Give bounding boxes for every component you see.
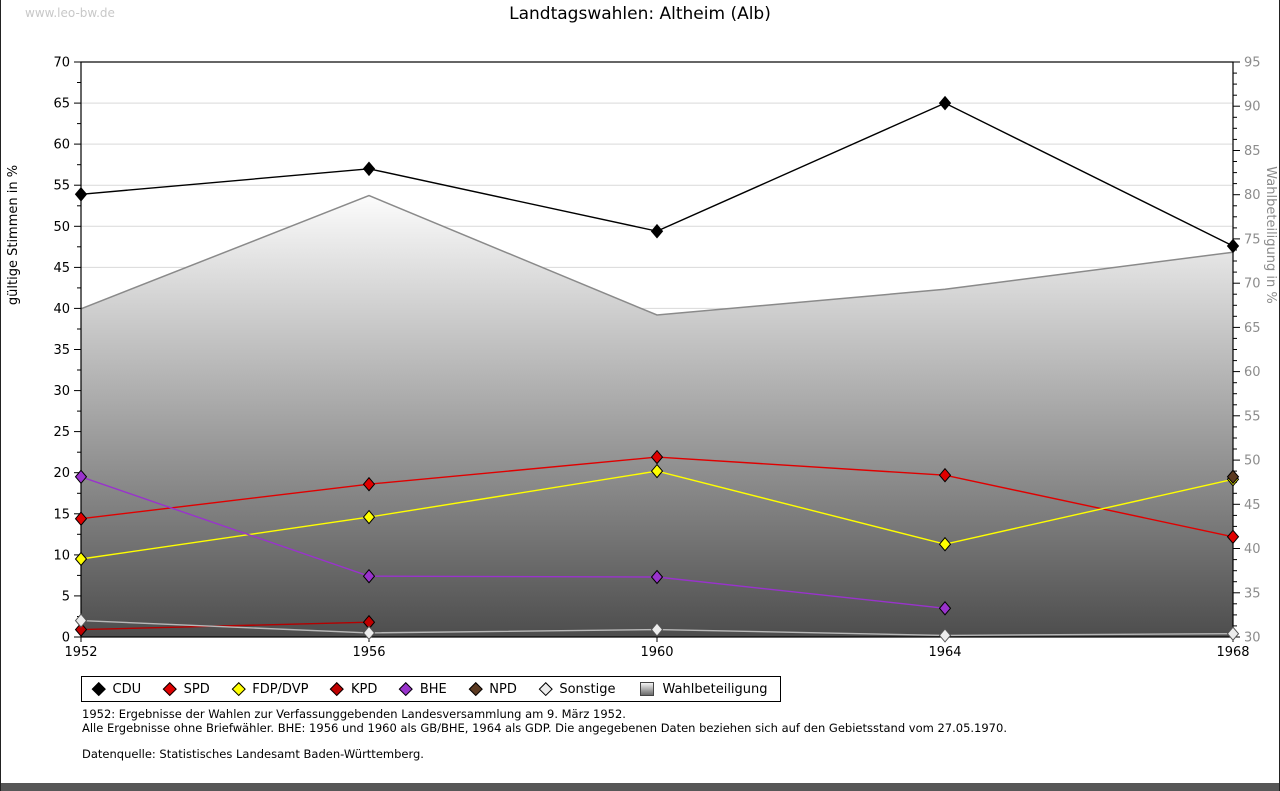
- series-spd: [74, 449, 1240, 545]
- legend-label: Wahlbeteiligung: [662, 681, 768, 697]
- svg-text:90: 90: [1244, 100, 1261, 115]
- legend-label: KPD: [350, 681, 378, 697]
- svg-text:1956: 1956: [352, 645, 385, 660]
- svg-text:45: 45: [53, 261, 70, 276]
- svg-text:20: 20: [53, 466, 70, 481]
- footnote-source: Datenquelle: Statistisches Landesamt Bad…: [82, 747, 424, 761]
- svg-text:10: 10: [53, 548, 70, 563]
- series-cdu: [74, 95, 1240, 254]
- svg-text:Wahlbeteiligung in %: Wahlbeteiligung in %: [1263, 166, 1278, 303]
- svg-text:70: 70: [1244, 277, 1261, 292]
- legend-item-bhe: BHE: [399, 681, 447, 697]
- series-fdp-dvp: [74, 463, 1240, 567]
- svg-text:35: 35: [53, 343, 70, 358]
- series-area-wahlbeteiligung: [80, 194, 1234, 637]
- chart-footnotes: 1952: Ergebnisse der Wahlen zur Verfassu…: [82, 707, 1007, 762]
- footnote-line-1: 1952: Ergebnisse der Wahlen zur Verfassu…: [82, 707, 626, 721]
- legend-item-fdp-dvp: FDP/DVP: [231, 681, 309, 697]
- svg-text:55: 55: [53, 179, 70, 194]
- svg-text:60: 60: [1244, 365, 1261, 380]
- legend-item-spd: SPD: [163, 681, 210, 697]
- legend-label: Sonstige: [559, 681, 616, 697]
- svg-text:95: 95: [1244, 56, 1261, 71]
- svg-text:1968: 1968: [1216, 645, 1249, 660]
- diamond-marker-icon: [399, 682, 413, 696]
- diamond-marker-icon: [92, 682, 106, 696]
- diamond-marker-icon: [330, 682, 344, 696]
- svg-text:0: 0: [62, 631, 70, 646]
- svg-text:65: 65: [1244, 321, 1261, 336]
- chart-title: Landtagswahlen: Altheim (Alb): [509, 4, 771, 24]
- diamond-marker-icon: [538, 682, 553, 696]
- legend-label: BHE: [419, 681, 447, 697]
- svg-text:5: 5: [62, 589, 70, 604]
- chart-legend: CDU SPD FDP/DVP KPD BHE NPD Sonstige Wahlbeteil…: [81, 676, 781, 702]
- svg-text:80: 80: [1244, 188, 1261, 203]
- svg-text:15: 15: [53, 507, 70, 522]
- svg-text:55: 55: [1244, 409, 1261, 424]
- legend-label: CDU: [112, 681, 142, 697]
- svg-text:1960: 1960: [640, 645, 673, 660]
- left-axis: 0 5 10 15 20 25 30 35 40 45 50 55 60 65 70 gültige Stim…: [6, 56, 81, 646]
- svg-text:50: 50: [53, 220, 70, 235]
- svg-text:65: 65: [53, 97, 70, 112]
- bottom-border-bar: [1, 783, 1279, 791]
- election-chart: 0 5 10 15 20 25 30 35 40 45 50 55 60 65 70 gültige Stim…: [6, 56, 1278, 661]
- svg-text:85: 85: [1244, 144, 1261, 159]
- legend-item-npd: NPD: [468, 681, 517, 697]
- svg-text:1964: 1964: [928, 645, 961, 660]
- wahlbeteiligung-area-swatch-icon: [639, 682, 654, 696]
- svg-text:25: 25: [53, 425, 70, 440]
- series-npd: [1226, 469, 1240, 485]
- x-axis: 1952 1956 1960 1964 1968: [64, 637, 1250, 660]
- svg-text:45: 45: [1244, 498, 1261, 513]
- right-axis: 30 35 40 45 50 55 60 65 70 75 80 85 90 95 Wahlbeteilig…: [1233, 56, 1278, 646]
- watermark: www.leo-bw.de: [25, 6, 115, 20]
- diamond-marker-icon: [468, 682, 483, 696]
- svg-text:30: 30: [1244, 631, 1261, 646]
- series-kpd: [74, 614, 376, 637]
- svg-text:75: 75: [1244, 232, 1261, 247]
- legend-label: NPD: [489, 681, 517, 697]
- footnote-line-2: Alle Ergebnisse ohne Briefwähler. BHE: 1…: [82, 720, 1007, 735]
- svg-text:70: 70: [53, 56, 70, 71]
- svg-text:40: 40: [53, 302, 70, 317]
- diamond-marker-icon: [163, 682, 177, 696]
- diamond-marker-icon: [231, 682, 246, 696]
- legend-item-cdu: CDU: [92, 681, 142, 697]
- legend-item-kpd: KPD: [330, 681, 378, 697]
- svg-text:gültige Stimmen in %: gültige Stimmen in %: [6, 165, 21, 305]
- legend-label: SPD: [183, 681, 210, 697]
- legend-label: FDP/DVP: [252, 681, 309, 697]
- legend-item-sonstige: Sonstige: [538, 681, 616, 697]
- series-sonstige: [74, 613, 1240, 643]
- svg-text:60: 60: [53, 138, 70, 153]
- svg-text:1952: 1952: [64, 645, 97, 660]
- svg-text:30: 30: [53, 384, 70, 399]
- legend-item-wahlbeteiligung: Wahlbeteiligung: [639, 681, 768, 697]
- svg-text:50: 50: [1244, 454, 1261, 469]
- svg-text:35: 35: [1244, 586, 1261, 601]
- series-bhe: [74, 469, 952, 616]
- svg-text:40: 40: [1244, 542, 1261, 557]
